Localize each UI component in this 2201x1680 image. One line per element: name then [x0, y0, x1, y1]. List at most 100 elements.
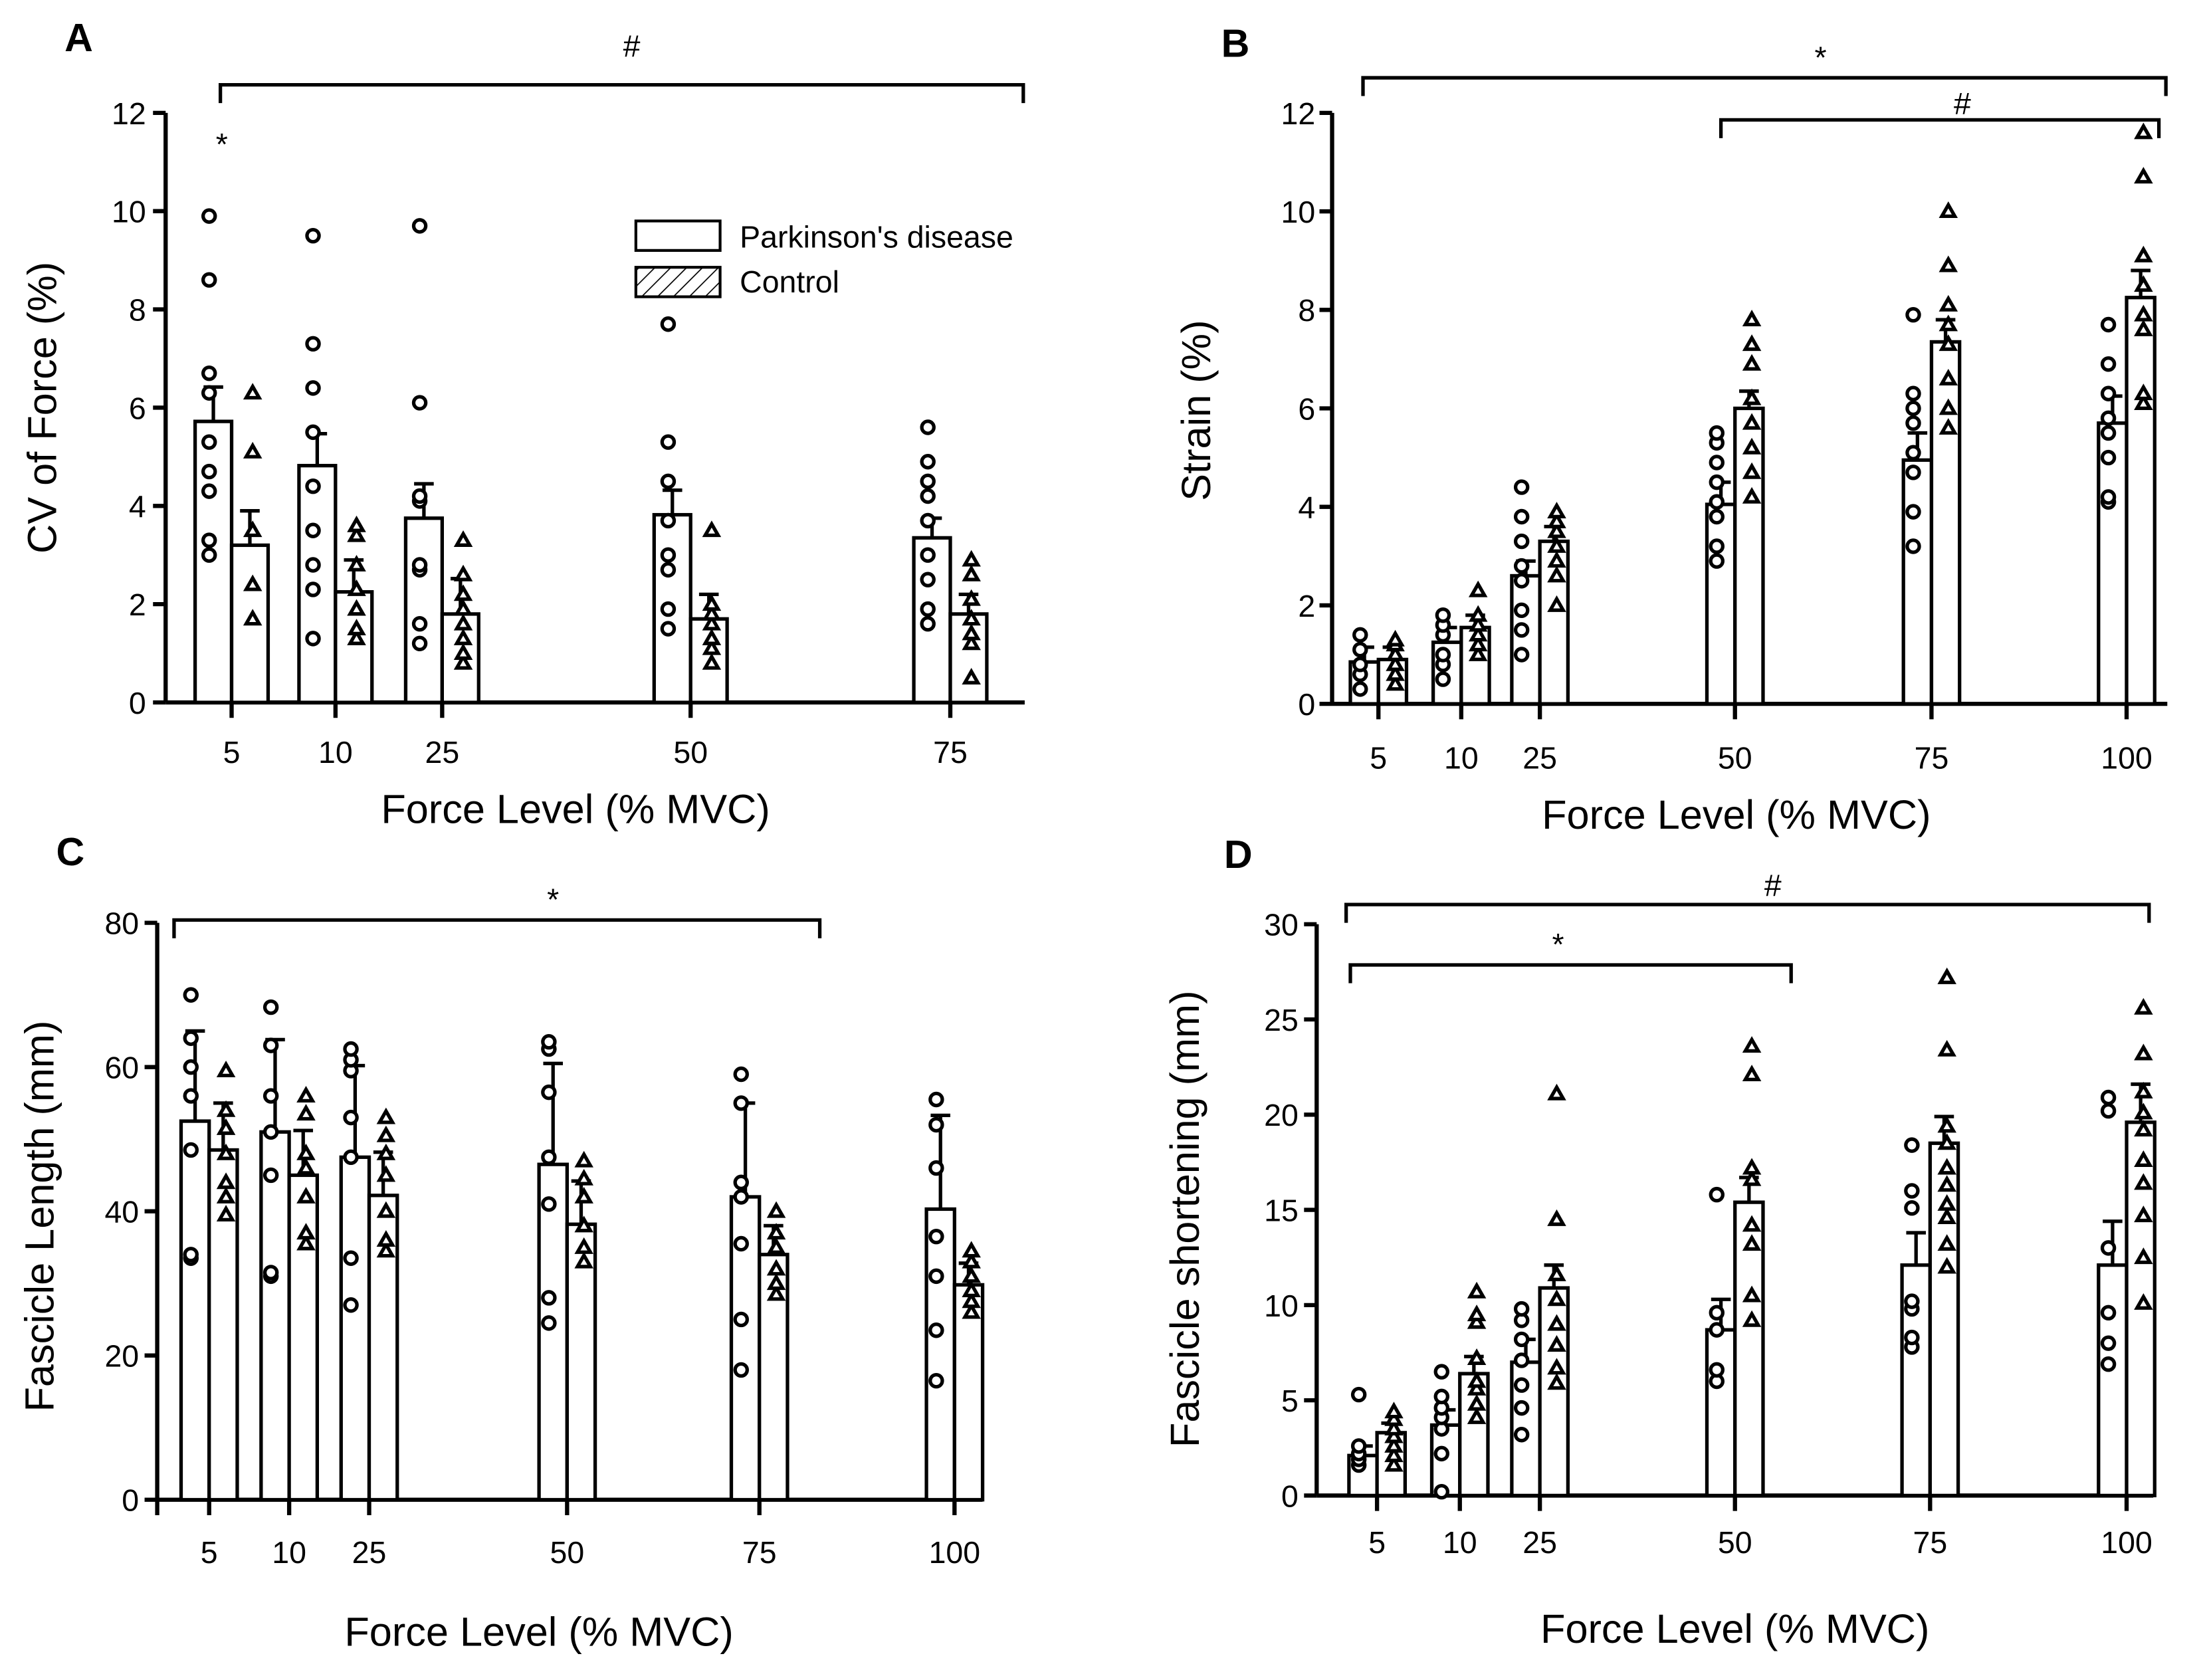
point-control	[766, 1273, 786, 1291]
point-pd	[1905, 504, 1921, 520]
point-pd	[1513, 479, 1530, 495]
point-control	[376, 1125, 396, 1142]
point-control	[1547, 595, 1566, 612]
point-pd	[183, 1030, 199, 1046]
point-pd	[1709, 1186, 1725, 1203]
panel-a: CV of Force (%) Force Level (% MVC) 0 2 4 6…	[19, 29, 1025, 832]
x-tick-label: 10	[318, 735, 353, 770]
point-control	[2134, 245, 2153, 262]
point-pd	[1513, 1301, 1530, 1317]
point-control	[296, 1233, 316, 1251]
point-pd	[660, 316, 677, 332]
y-tick-label: 2	[1298, 589, 1315, 623]
point-control	[1386, 629, 1405, 647]
point-control	[1547, 1334, 1566, 1352]
point-control	[962, 1241, 981, 1258]
point-control	[766, 1284, 786, 1301]
x-tick-label: 25	[1522, 740, 1557, 775]
point-pd	[411, 218, 428, 234]
point-control	[1742, 1310, 1762, 1327]
x-tick-label: 25	[352, 1535, 387, 1570]
point-control	[1547, 551, 1566, 568]
bar-pd	[2097, 421, 2129, 706]
point-control	[1547, 1373, 1566, 1390]
bar-pd	[2097, 1263, 2129, 1498]
point-pd	[541, 1084, 557, 1101]
point-control	[216, 1186, 236, 1204]
point-control	[216, 1172, 236, 1190]
point-pd	[920, 454, 936, 470]
panel-a-axes	[163, 112, 1025, 705]
significance-bracket	[172, 918, 822, 938]
point-control	[1937, 1158, 1956, 1175]
point-pd	[262, 1088, 279, 1104]
point-pd	[411, 395, 428, 411]
point-pd	[733, 1362, 749, 1378]
point-pd	[660, 473, 677, 490]
bar-control	[948, 612, 989, 704]
point-pd	[343, 1109, 359, 1126]
point-control	[766, 1201, 786, 1218]
point-pd	[1709, 1322, 1725, 1338]
point-control	[1468, 635, 1488, 652]
y-tick-label: 10	[112, 195, 146, 229]
significance-label: #	[623, 29, 641, 63]
point-pd	[1433, 1364, 1449, 1380]
x-tick-label: 50	[550, 1535, 585, 1570]
y-tick-label: 6	[129, 391, 146, 425]
point-pd	[1513, 602, 1530, 619]
point-control	[1742, 1215, 1762, 1232]
point-control	[1742, 486, 1762, 504]
panel-a-ticks	[153, 110, 953, 718]
point-pd	[928, 1160, 944, 1176]
point-pd	[920, 601, 936, 617]
point-pd	[920, 473, 936, 490]
point-pd	[183, 1059, 199, 1075]
bar-pd	[1510, 574, 1542, 706]
point-control	[962, 1266, 981, 1283]
point-control	[1547, 511, 1566, 528]
point-control	[962, 1291, 981, 1309]
y-tick-label: 8	[129, 292, 146, 327]
panel-d-points	[1350, 967, 2153, 1500]
point-pd	[928, 1228, 944, 1245]
point-pd	[660, 547, 677, 563]
significance-label: #	[1954, 86, 1971, 121]
point-control	[216, 1100, 236, 1117]
point-control	[962, 1251, 981, 1269]
panel-c: Fascicle Length (mm) Force Level (% MVC)…	[17, 883, 985, 1654]
x-tick-label: 5	[223, 735, 241, 770]
point-pd	[1709, 1362, 1725, 1378]
point-control	[1742, 1036, 1762, 1053]
x-tick-label: 25	[1522, 1525, 1557, 1560]
point-pd	[1513, 508, 1530, 525]
x-tick-label: 100	[2101, 1525, 2152, 1560]
point-control	[962, 667, 981, 684]
point-pd	[2100, 1305, 2117, 1321]
point-pd	[920, 572, 936, 587]
point-control	[1742, 462, 1762, 479]
significance-label: *	[1552, 927, 1564, 962]
bar-pd	[537, 1162, 569, 1502]
point-pd	[928, 1372, 944, 1389]
point-control	[1742, 1169, 1762, 1186]
point-control	[2134, 1173, 2153, 1190]
point-control	[2134, 1150, 2153, 1167]
point-pd	[1709, 1305, 1725, 1321]
point-pd	[920, 547, 936, 563]
point-control	[2134, 1102, 2153, 1120]
y-tick-label: 12	[1281, 96, 1316, 131]
significance-bracket	[1344, 902, 2151, 923]
point-pd	[1513, 622, 1530, 638]
point-pd	[1904, 1183, 1920, 1199]
point-pd	[2100, 356, 2117, 372]
point-pd	[541, 1149, 557, 1166]
point-control	[347, 619, 366, 636]
point-pd	[305, 336, 321, 352]
point-control	[1547, 1209, 1566, 1226]
point-pd	[201, 208, 217, 224]
point-pd	[1904, 1293, 1920, 1309]
point-pd	[920, 419, 936, 435]
point-pd	[343, 1041, 359, 1057]
point-pd	[411, 615, 428, 632]
